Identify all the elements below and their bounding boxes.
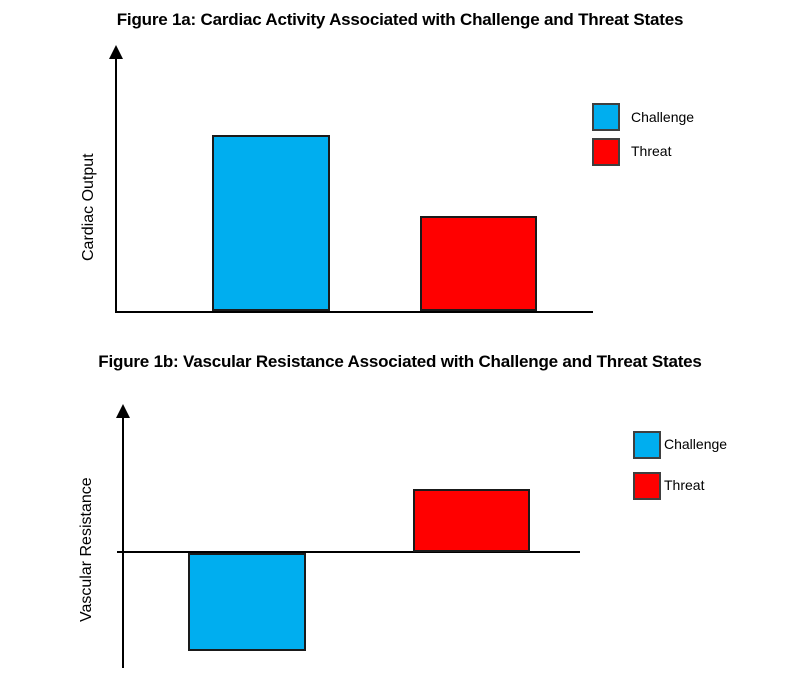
figure-1b-bar-threat (413, 489, 530, 552)
figure-1a-bar-challenge (212, 135, 330, 311)
figure-1a-legend-label-challenge: Challenge (631, 109, 695, 125)
figure-1a-x-axis-line (115, 311, 593, 313)
figure-1a-y-axis-line (115, 57, 117, 312)
figure-1b-legend-swatch-challenge (633, 431, 661, 459)
figure-1b-title: Figure 1b: Vascular Resistance Associate… (98, 352, 702, 371)
figure-1b-y-axis-label: Vascular Resistance (78, 477, 95, 623)
figure-1b-legend-swatch-threat (633, 472, 661, 500)
figure-1b-y-axis-arrow-icon (116, 404, 130, 418)
figure-1b-y-axis-line (122, 416, 124, 668)
figure-1a-title: Figure 1a: Cardiac Activity Associated w… (116, 10, 684, 29)
figure-1a-y-axis-label: Cardiac Output (80, 153, 97, 262)
figure-1a-legend-swatch-challenge (592, 103, 620, 131)
figure-1a-bar-threat (420, 216, 537, 311)
figure-1a-y-axis-arrow-icon (109, 45, 123, 59)
figure-1a-plot-area (116, 50, 593, 311)
figure-1b-plot-area (123, 410, 580, 668)
figure-1b-legend-label-threat: Threat (664, 477, 705, 493)
figure-1a-legend-swatch-threat (592, 138, 620, 166)
figure-1b-legend-label-challenge: Challenge (664, 436, 728, 452)
figure-1a-legend-label-threat: Threat (631, 143, 672, 159)
figure-1b-bar-challenge (188, 553, 306, 651)
figure-1b-zero-axis-line (117, 551, 580, 553)
